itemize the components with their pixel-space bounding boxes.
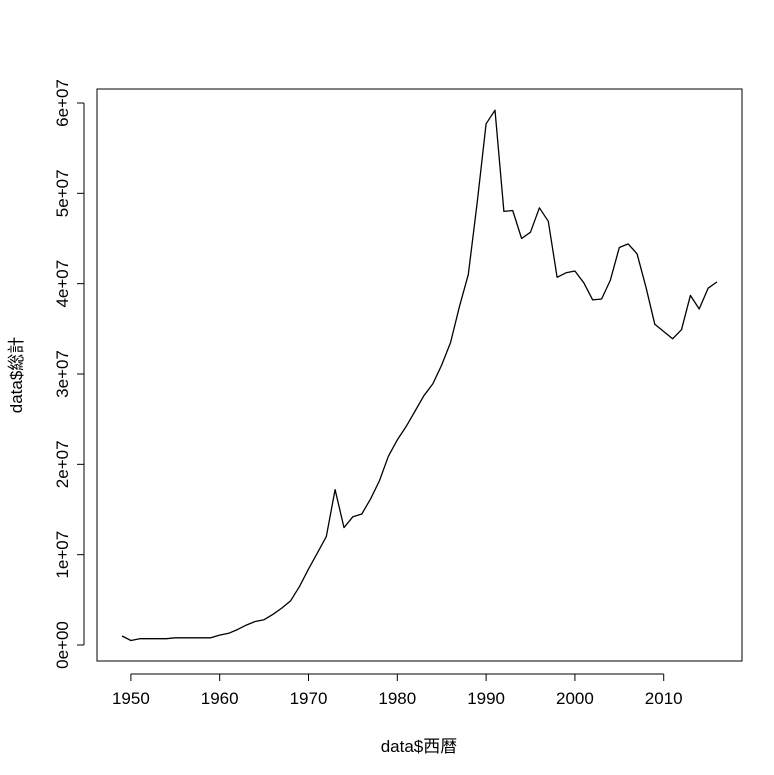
x-axis-title: data$西暦 — [381, 737, 458, 756]
y-tick-label: 0e+00 — [53, 621, 72, 669]
x-tick-label: 1970 — [290, 689, 328, 708]
y-axis-ticks: 0e+00 1e+07 2e+07 3e+07 4e+07 5e+07 6e+07 — [53, 79, 84, 669]
x-tick-label: 2010 — [645, 689, 683, 708]
y-tick-label: 1e+07 — [53, 531, 72, 579]
y-tick-label: 6e+07 — [53, 79, 72, 127]
series-line — [121, 109, 718, 642]
x-axis-ticks: 1950 1960 1970 1980 1990 2000 2010 — [112, 674, 683, 708]
y-axis-title: data$総計 — [7, 337, 26, 414]
y-tick-label: 3e+07 — [53, 350, 72, 398]
y-tick-label: 2e+07 — [53, 440, 72, 488]
x-tick-label: 1990 — [467, 689, 505, 708]
y-tick-label: 5e+07 — [53, 169, 72, 217]
x-tick-label: 1980 — [378, 689, 416, 708]
x-tick-label: 1950 — [112, 689, 150, 708]
y-tick-label: 4e+07 — [53, 260, 72, 308]
x-tick-label: 2000 — [556, 689, 594, 708]
x-tick-label: 1960 — [201, 689, 239, 708]
plot-box — [96, 88, 743, 662]
